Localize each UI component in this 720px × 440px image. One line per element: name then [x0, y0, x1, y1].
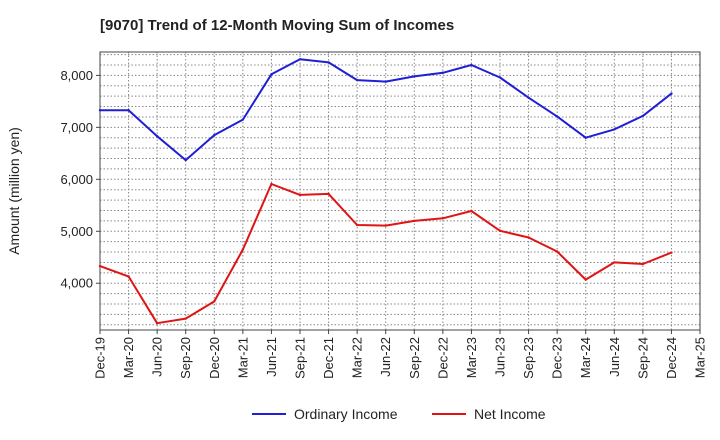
data-point	[298, 193, 302, 197]
data-point	[613, 128, 616, 131]
x-tick-label: Jun-22	[378, 337, 393, 377]
legend-label: Ordinary Income	[294, 406, 398, 422]
data-point	[213, 133, 216, 137]
x-tick-label: Mar-21	[235, 337, 250, 378]
data-point	[555, 250, 559, 253]
data-point	[641, 262, 645, 266]
x-tick-label: Jun-21	[264, 337, 279, 377]
x-tick-label: Dec-23	[550, 337, 565, 379]
series-line-net-income	[99, 183, 672, 325]
x-tick-label: Jun-23	[493, 337, 508, 377]
data-point	[355, 78, 359, 82]
x-tick-label: Mar-20	[121, 337, 136, 378]
y-tick-label: 8,000	[60, 68, 93, 83]
data-point	[184, 158, 187, 162]
data-point	[470, 209, 473, 213]
data-point	[441, 71, 445, 74]
legend: Ordinary Income Net Income	[252, 406, 546, 422]
data-point	[298, 58, 302, 61]
data-point	[327, 61, 330, 64]
grid	[100, 52, 700, 330]
x-tick-label: Mar-23	[464, 337, 479, 378]
data-point	[498, 76, 502, 79]
y-tick-label: 5,000	[60, 224, 93, 239]
data-point	[241, 118, 245, 121]
data-point	[98, 264, 102, 268]
y-axis: 4,000 5,000 6,000 7,000 8,000	[60, 68, 100, 291]
data-point	[270, 182, 273, 186]
x-tick-label: Mar-25	[693, 337, 708, 378]
data-point	[641, 114, 645, 118]
plot-area	[99, 51, 701, 331]
data-point	[584, 136, 587, 139]
data-point	[555, 115, 559, 118]
data-point	[270, 73, 273, 76]
data-point	[184, 317, 187, 320]
legend-label: Net Income	[474, 406, 546, 422]
data-point	[241, 248, 245, 251]
x-tick-label: Sep-21	[293, 337, 308, 379]
y-axis-label: Amount (million yen)	[6, 127, 22, 255]
data-point	[98, 108, 102, 112]
x-tick-label: Sep-20	[178, 337, 193, 379]
data-point	[527, 96, 530, 99]
data-point	[213, 300, 216, 303]
data-point	[413, 75, 416, 78]
y-tick-label: 4,000	[60, 276, 93, 291]
data-point	[441, 217, 445, 220]
data-point	[470, 63, 473, 67]
data-point	[384, 80, 387, 83]
data-point	[613, 261, 616, 264]
x-tick-label: Dec-20	[207, 337, 222, 379]
data-point	[127, 275, 130, 278]
data-point	[155, 134, 159, 138]
x-tick-label: Sep-24	[635, 337, 650, 379]
x-tick-label: Sep-23	[521, 337, 536, 379]
x-tick-label: Sep-22	[407, 337, 422, 379]
series-group	[98, 58, 673, 325]
x-tick-label: Dec-21	[321, 337, 336, 379]
x-tick-label: Jun-24	[607, 337, 622, 377]
data-point	[527, 236, 530, 239]
x-tick-label: Jun-20	[150, 337, 165, 377]
data-point	[584, 278, 587, 281]
data-point	[670, 92, 673, 95]
x-tick-label: Mar-22	[350, 337, 365, 378]
x-tick-label: Dec-24	[664, 337, 679, 379]
data-point	[384, 224, 387, 227]
y-tick-label: 6,000	[60, 172, 93, 187]
x-tick-label: Dec-22	[435, 337, 450, 379]
data-point	[355, 223, 359, 227]
y-tick-label: 7,000	[60, 120, 93, 135]
data-point	[498, 229, 502, 232]
x-tick-label: Mar-24	[578, 337, 593, 378]
x-tick-label: Dec-19	[93, 337, 108, 379]
chart-title: [9070] Trend of 12-Month Moving Sum of I…	[100, 17, 454, 34]
data-point	[670, 251, 673, 254]
data-point	[413, 219, 416, 223]
data-point	[327, 192, 330, 196]
data-point	[155, 322, 159, 325]
x-axis: Dec-19 Mar-20 Jun-20 Sep-20 Dec-20 Mar-21 Jun-…	[93, 330, 708, 379]
data-point	[127, 108, 130, 112]
